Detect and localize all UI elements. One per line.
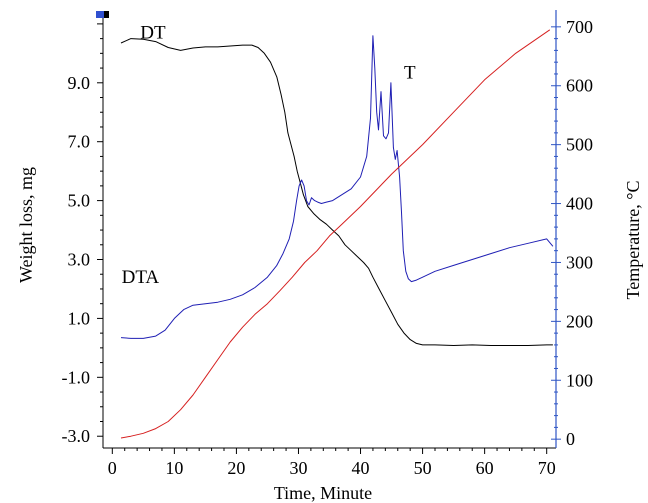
left-tick-label: 7.0 bbox=[68, 132, 91, 152]
series-label-dta: DTA bbox=[122, 267, 160, 288]
series-line-dt bbox=[120, 38, 553, 346]
window-corner-marker-dark bbox=[104, 11, 109, 18]
x-tick-label: 60 bbox=[476, 458, 494, 478]
series-label-t: T bbox=[404, 63, 416, 84]
x-tick-label: 10 bbox=[165, 458, 183, 478]
right-tick-label: 200 bbox=[566, 311, 593, 331]
left-tick-label: -1.0 bbox=[62, 367, 91, 387]
x-axis-label: Time, Minute bbox=[274, 483, 372, 503]
left-tick-label: 5.0 bbox=[68, 191, 91, 211]
x-tick-label: 30 bbox=[289, 458, 307, 478]
x-tick-label: 20 bbox=[227, 458, 245, 478]
right-tick-label: 300 bbox=[566, 252, 593, 272]
series-line-dta bbox=[120, 35, 554, 339]
right-tick-label: 500 bbox=[566, 135, 593, 155]
right-axis-ticks: 0 100 200 300 400 500 600 700 bbox=[551, 17, 593, 449]
window-corner-marker-icon bbox=[96, 11, 109, 18]
x-tick-label: 50 bbox=[414, 458, 432, 478]
left-tick-label: 1.0 bbox=[68, 308, 91, 328]
right-tick-label: 0 bbox=[566, 429, 575, 449]
x-axis-ticks: 0 10 20 30 40 50 60 70 bbox=[108, 448, 556, 478]
x-tick-label: 70 bbox=[538, 458, 556, 478]
x-tick-label: 0 bbox=[108, 458, 117, 478]
left-y-axis-label: Weight loss, mg bbox=[16, 167, 36, 283]
left-axis-ticks: -3.0 -1.0 1.0 3.0 5.0 7.0 9.0 bbox=[62, 23, 103, 446]
series-labels: DT DTA T bbox=[122, 23, 416, 288]
right-tick-label: 600 bbox=[566, 76, 593, 96]
left-tick-label: 3.0 bbox=[68, 250, 91, 270]
right-y-axis-label: Temperature, °C bbox=[623, 181, 643, 300]
x-tick-label: 40 bbox=[352, 458, 370, 478]
left-tick-label: 9.0 bbox=[68, 73, 91, 93]
right-tick-label: 400 bbox=[566, 194, 593, 214]
series-lines bbox=[120, 29, 554, 439]
right-tick-label: 100 bbox=[566, 370, 593, 390]
right-tick-label: 700 bbox=[566, 17, 593, 37]
left-tick-label: -3.0 bbox=[62, 426, 91, 446]
series-line-t bbox=[120, 29, 551, 439]
series-label-dt: DT bbox=[140, 23, 166, 44]
